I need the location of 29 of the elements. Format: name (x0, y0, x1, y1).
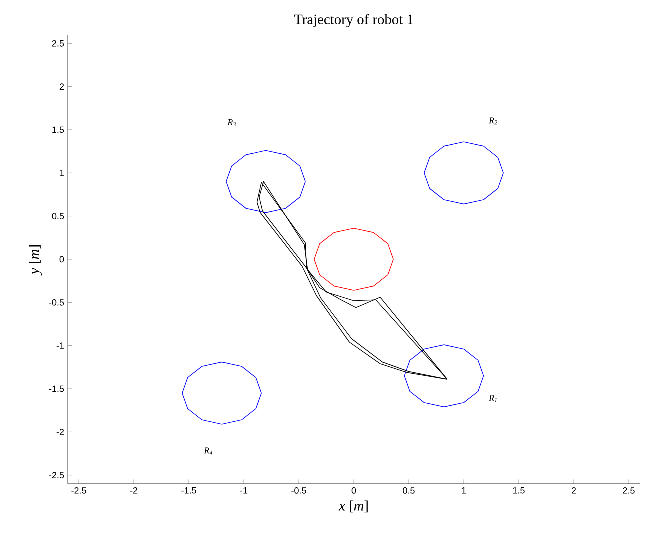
annotation: R$_{1}$ (489, 395, 497, 402)
y-tick-label: 0.5 (52, 213, 64, 220)
x-tick-label: 1.5 (513, 488, 525, 494)
y-tick-label: 2.5 (52, 40, 64, 47)
x-tick-label: -2 (130, 488, 138, 494)
x-tick-label: 2 (572, 488, 576, 494)
chart-title: Trajectory of robot 1 (294, 14, 414, 28)
x-tick-label: -0.5 (292, 488, 306, 494)
x-tick-label: 0 (352, 488, 356, 494)
x-tick-label: 1 (462, 488, 466, 494)
y-tick-label: -2.5 (49, 472, 64, 479)
x-tick-label: 0.5 (403, 488, 415, 494)
y-tick-label: 0 (60, 256, 64, 263)
annotation: R$_{2}$ (489, 118, 498, 125)
y-tick-label: -1.5 (49, 386, 64, 392)
x-tick-label: -1 (240, 488, 248, 494)
x-axis-title: x [m] (338, 500, 368, 513)
x-tick-label: -2.5 (72, 488, 86, 494)
y-tick-label: 1.5 (52, 126, 64, 134)
x-tick-label: -1.5 (182, 488, 196, 494)
y-axis-title: y [m] (29, 246, 42, 276)
y-tick-label: -1 (56, 342, 64, 349)
annotation: R$_{3}$ (228, 120, 236, 126)
y-tick-label: 1 (60, 170, 64, 176)
y-tick-label: 2 (60, 84, 64, 90)
y-tick-label: -0.5 (49, 299, 64, 306)
y-tick-label: -2 (56, 429, 64, 436)
x-tick-label: 2.5 (623, 488, 635, 494)
annotation: R$_{4}$ (204, 448, 213, 455)
